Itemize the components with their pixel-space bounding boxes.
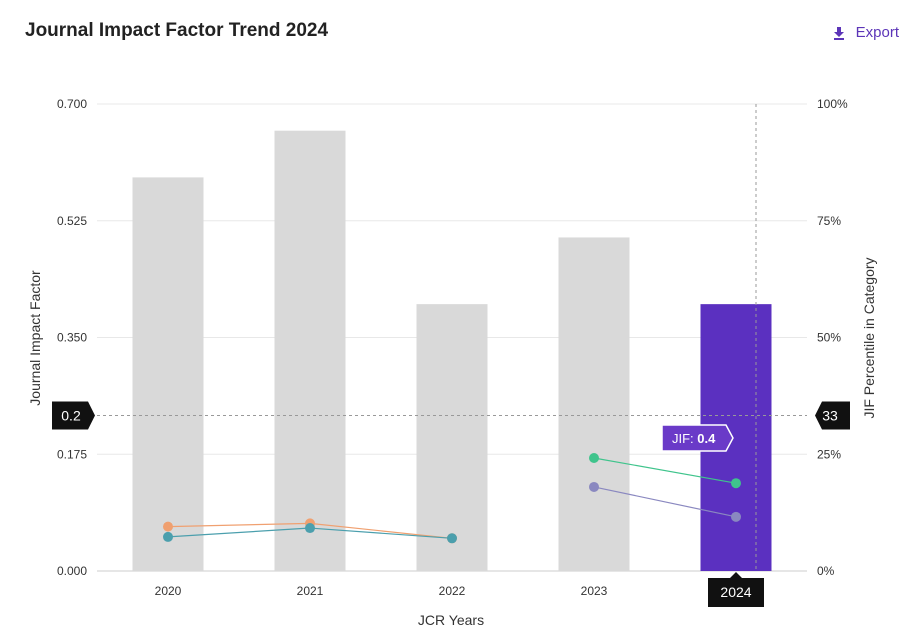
x-tick-label: 2020 <box>155 584 182 598</box>
crosshair-left-badge: 0.2 <box>52 401 95 430</box>
series-point <box>447 533 457 544</box>
crosshair: 0.2 33 2024 JIF: 0.4 <box>52 104 850 607</box>
crosshair-x-badge: 2024 <box>708 572 764 607</box>
right-axis-ticks: 0% 25% 50% 75% 100% <box>817 97 848 578</box>
chart-title: Journal Impact Factor Trend 2024 <box>25 20 329 41</box>
tooltip-value: 0.4 <box>697 431 716 446</box>
crosshair-right-badge: 33 <box>815 401 850 430</box>
series-line-segment <box>309 522 453 539</box>
y-tick-label: 0.350 <box>57 331 87 345</box>
y-tick-label: 0.700 <box>57 97 87 111</box>
right-badge-shape <box>815 401 850 430</box>
series-line-segment <box>167 522 311 528</box>
y-axis-title: Journal Impact Factor <box>27 270 43 406</box>
x-badge-shape <box>708 572 764 607</box>
series-point <box>163 531 173 542</box>
series-line-segment <box>167 527 311 538</box>
y-right-tick-label: 100% <box>817 97 848 111</box>
jif-tooltip: JIF: 0.4 <box>661 424 734 452</box>
series-point <box>731 478 741 489</box>
export-button[interactable]: Export <box>832 24 899 41</box>
series-point <box>731 511 741 522</box>
series-point <box>163 521 173 532</box>
x-badge-label: 2024 <box>720 584 751 600</box>
y-tick-label: 0.000 <box>57 564 87 578</box>
right-badge-label: 33 <box>822 408 838 424</box>
series-point <box>589 452 599 463</box>
x-tick-label: 2022 <box>439 584 466 598</box>
y-tick-label: 0.175 <box>57 447 87 461</box>
bar <box>558 237 630 571</box>
series-line-segment <box>309 527 453 539</box>
series-point <box>589 481 599 492</box>
series-line-segment <box>593 486 737 518</box>
y-right-tick-label: 0% <box>817 564 835 578</box>
x-axis-title: JCR Years <box>418 612 484 628</box>
left-badge-label: 0.2 <box>61 408 81 424</box>
y-right-tick-label: 50% <box>817 331 841 345</box>
tooltip-label: JIF: <box>672 431 697 446</box>
y-right-axis-title: JIF Percentile in Category <box>861 257 877 418</box>
x-tick-label: 2021 <box>297 584 324 598</box>
percentile-series <box>163 452 741 544</box>
y-right-tick-label: 75% <box>817 214 841 228</box>
y-right-tick-label: 25% <box>817 447 841 461</box>
left-badge-shape <box>52 401 95 430</box>
bar <box>274 130 346 571</box>
bars <box>132 130 772 571</box>
download-icon <box>833 26 844 40</box>
bar <box>132 177 204 571</box>
x-tick-label: 2023 <box>581 584 608 598</box>
y-tick-label: 0.525 <box>57 214 87 228</box>
series-point <box>305 523 315 534</box>
bar <box>416 304 488 571</box>
export-label: Export <box>855 24 899 41</box>
tooltip-text: JIF: 0.4 <box>672 431 716 446</box>
series-line-segment <box>593 457 737 484</box>
x-axis-ticks: 2020 2021 2022 2023 <box>155 584 608 598</box>
tooltip-shape <box>661 424 734 452</box>
left-axis-ticks: 0.000 0.175 0.350 0.525 0.700 <box>57 97 87 578</box>
